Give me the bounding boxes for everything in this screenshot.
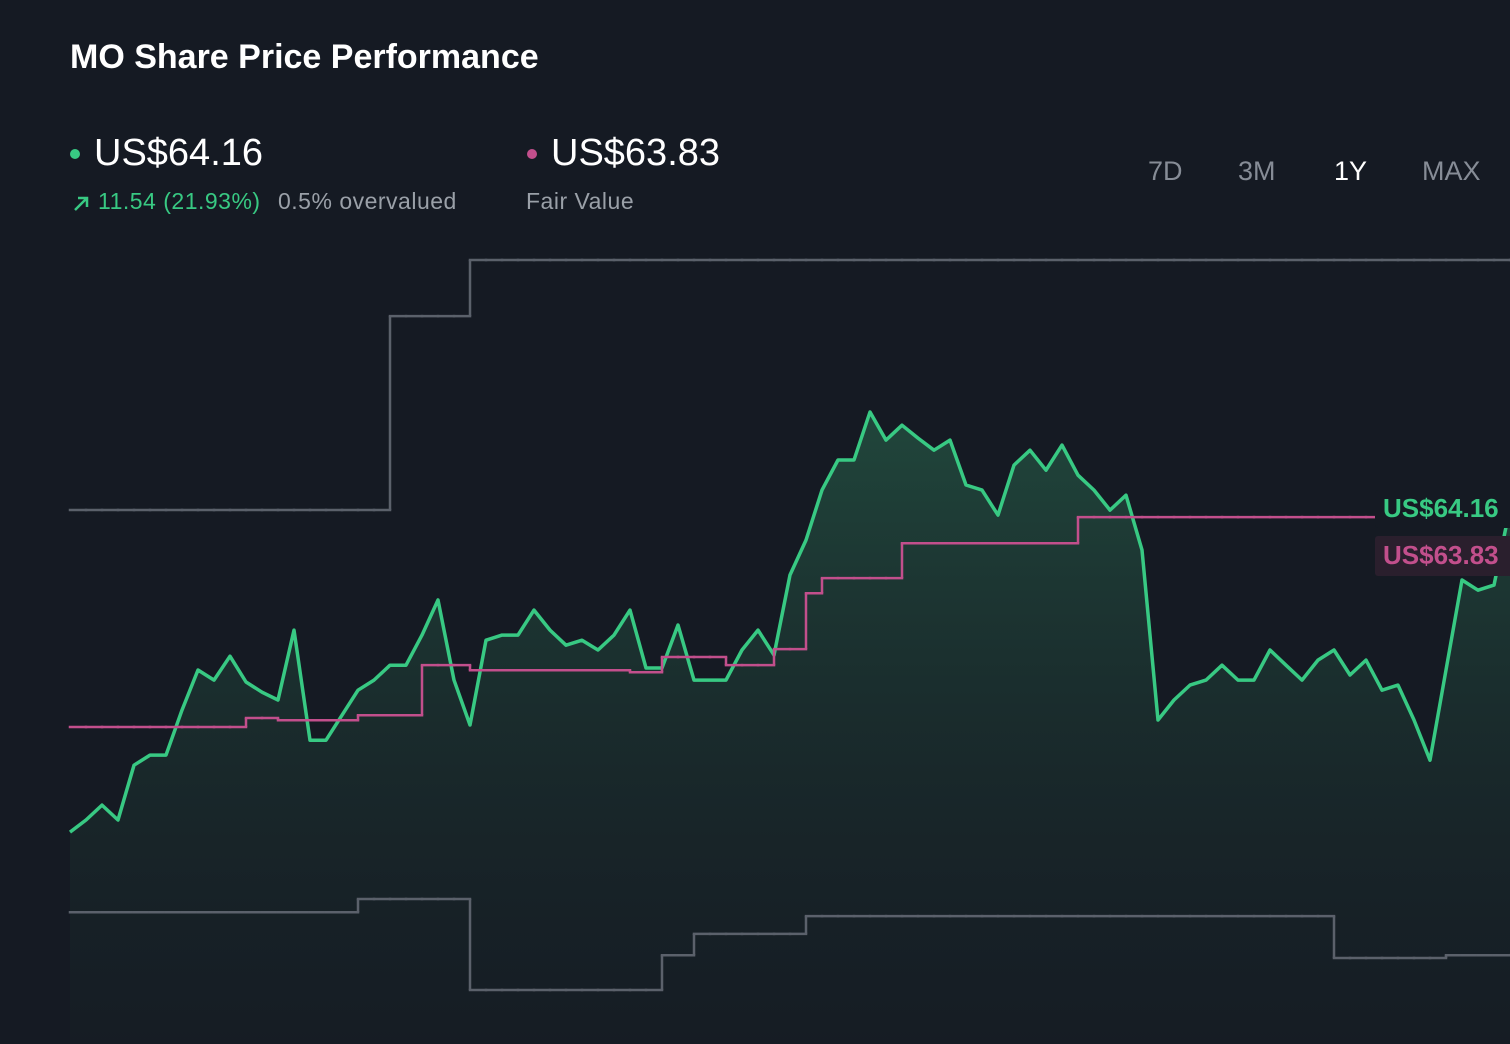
timeframe-button[interactable]: MAX — [1422, 156, 1481, 186]
price-area — [70, 412, 1510, 1044]
step-line — [68, 258, 1510, 512]
current-price: US$64.16 — [94, 132, 264, 174]
timeframe-button[interactable]: 1Y — [1334, 156, 1368, 186]
fair-value: US$63.83 — [551, 132, 721, 174]
up-arrow-icon — [74, 196, 89, 211]
price-line — [68, 410, 1510, 834]
price-end-label-bg — [1375, 490, 1510, 528]
fair-value-end-label: US$63.83 — [1383, 540, 1499, 570]
timeframe-button[interactable]: 3M — [1238, 156, 1276, 186]
title: MO Share Price Performance — [70, 38, 539, 76]
timeframe-button[interactable]: 7D — [1148, 156, 1183, 186]
price-end-label: US$64.16 — [1383, 493, 1499, 523]
valuation: 0.5% overvalued — [278, 188, 457, 214]
step-line — [68, 897, 1510, 992]
price-change: 11.54 (21.93%) — [98, 188, 261, 214]
fair-value-dot — [527, 149, 537, 159]
fair-value-label: Fair Value — [526, 188, 635, 214]
price-dot — [70, 149, 80, 159]
fair-value-end-label-bg — [1375, 536, 1510, 576]
